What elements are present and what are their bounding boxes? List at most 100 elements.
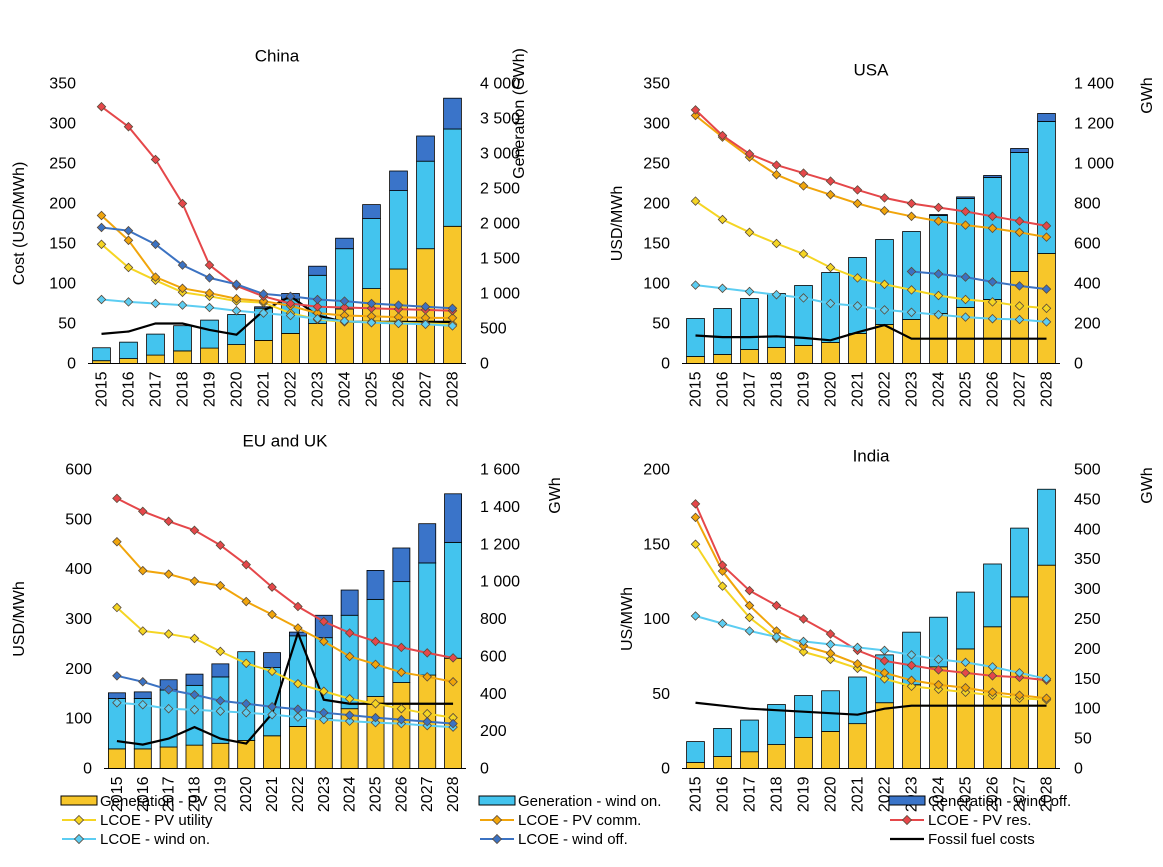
point-lcoe-pv-comm xyxy=(906,211,917,222)
y-tick-label: 300 xyxy=(65,611,92,628)
point-lcoe-wind-off xyxy=(422,716,432,727)
point-lcoe-pv-res xyxy=(177,198,188,209)
bar-gen-wind-on xyxy=(767,293,786,348)
x-tick-label: 2015 xyxy=(688,371,705,407)
y2-tick-label: 300 xyxy=(1074,581,1101,598)
point-lcoe-pv-comm xyxy=(422,672,432,682)
bar-gen-wind-off xyxy=(107,692,126,699)
point-lcoe-pv-res xyxy=(344,628,355,638)
legend-swatch xyxy=(480,814,514,826)
legend-label: LCOE - wind off. xyxy=(518,830,628,848)
point-lcoe-pv-comm xyxy=(879,668,890,678)
point-lcoe-pv-res xyxy=(987,671,998,681)
point-lcoe-wind-on xyxy=(1041,317,1052,327)
point-lcoe-wind-off xyxy=(215,695,226,706)
point-lcoe-wind-on xyxy=(163,703,174,714)
point-lcoe-wind-on xyxy=(189,704,200,715)
x-tick-label: 2024 xyxy=(342,776,359,812)
point-lcoe-pv-comm xyxy=(396,667,407,678)
bar-gen-wind-on xyxy=(173,325,192,352)
point-lcoe-pv-utility xyxy=(879,279,890,290)
point-lcoe-pv-utility xyxy=(241,658,251,669)
legend-label: LCOE - PV res. xyxy=(928,811,1032,829)
bar-gen-wind-on xyxy=(443,128,462,227)
chart-panel: USA USD/MWh GWh 0 50 100 150 200 250 300 350 0 200 40… xyxy=(609,61,1156,408)
bar-gen-pv xyxy=(875,324,894,364)
x-tick-label: 2019 xyxy=(202,371,219,407)
point-lcoe-pv-res xyxy=(96,101,107,112)
point-lcoe-pv-comm xyxy=(987,687,998,698)
x-tick-label: 2022 xyxy=(877,371,894,407)
series-line-lcoe-pv-comm xyxy=(694,114,1047,239)
bar-gen-wind-off xyxy=(416,135,435,162)
point-lcoe-wind-off xyxy=(231,279,242,290)
y2-tick-label: 1 500 xyxy=(480,251,520,268)
point-lcoe-pv-utility xyxy=(744,227,755,238)
point-lcoe-pv-utility xyxy=(1041,303,1052,314)
y2-tick-label: 3 000 xyxy=(480,146,520,163)
point-lcoe-pv-res xyxy=(933,665,944,675)
point-lcoe-pv-comm xyxy=(241,596,251,607)
bar-gen-wind-on xyxy=(767,704,786,745)
bar-gen-wind-on xyxy=(237,651,256,741)
point-lcoe-pv-res xyxy=(366,303,377,314)
point-lcoe-wind-on xyxy=(879,645,890,656)
point-lcoe-pv-comm xyxy=(163,569,174,579)
y2-tick-label: 150 xyxy=(1074,671,1101,688)
point-lcoe-pv-res xyxy=(138,506,148,517)
point-lcoe-wind-off xyxy=(420,301,431,312)
point-lcoe-pv-comm xyxy=(960,220,971,230)
point-lcoe-wind-on xyxy=(960,312,971,322)
point-lcoe-wind-on xyxy=(933,309,944,320)
point-lcoe-pv-comm xyxy=(204,288,215,298)
point-lcoe-wind-on xyxy=(96,294,107,305)
bar-gen-pv xyxy=(263,735,282,769)
y2-tick-label: 2 000 xyxy=(480,216,520,233)
bar-gen-wind-on xyxy=(418,562,437,676)
x-tick-label: 2026 xyxy=(985,776,1002,812)
bar-gen-wind-on xyxy=(92,347,111,362)
point-lcoe-pv-res xyxy=(422,648,432,658)
point-lcoe-pv-utility xyxy=(690,196,701,206)
point-lcoe-pv-comm xyxy=(933,216,944,226)
series-line-lcoe-wind-on xyxy=(695,615,1047,680)
point-lcoe-wind-off xyxy=(366,298,377,309)
point-lcoe-pv-utility xyxy=(825,262,836,273)
x-tick-label: 2015 xyxy=(94,371,111,407)
y2-axis-label: GWh xyxy=(1139,467,1156,503)
legend-item-lcoe-pv-utility: LCOE - PV utility xyxy=(60,811,213,829)
point-lcoe-pv-res xyxy=(1041,221,1052,231)
point-lcoe-pv-res xyxy=(396,642,407,653)
point-lcoe-pv-res xyxy=(150,154,161,165)
y2-tick-label: 400 xyxy=(1074,521,1101,538)
legend-swatch xyxy=(890,814,924,826)
point-lcoe-wind-on xyxy=(150,298,161,309)
x-tick-label: 2016 xyxy=(715,776,732,812)
point-lcoe-wind-on xyxy=(690,280,701,290)
x-tick-label: 2022 xyxy=(283,371,300,407)
bar-gen-pv xyxy=(821,731,840,769)
point-lcoe-wind-on xyxy=(906,650,917,660)
x-tick-label: 2019 xyxy=(796,776,813,812)
y2-tick-label: 400 xyxy=(480,686,507,703)
y-axis-label: USD/MWh xyxy=(609,186,626,262)
series-line-lcoe-pv-utility xyxy=(694,543,1047,701)
point-lcoe-pv-comm xyxy=(138,565,148,576)
point-lcoe-pv-comm xyxy=(293,623,303,633)
point-lcoe-pv-comm xyxy=(717,566,728,576)
chart-title: EU and UK xyxy=(242,432,328,451)
series-line-lcoe-pv-res xyxy=(116,497,454,659)
point-lcoe-pv-res xyxy=(1014,216,1025,226)
chart-title: USA xyxy=(854,61,890,80)
y-tick-label: 50 xyxy=(58,316,76,333)
point-lcoe-pv-res xyxy=(448,653,458,663)
legend-item-gen-wind-off: Generation - wind off. xyxy=(888,792,1071,810)
y2-tick-label: 450 xyxy=(1074,491,1101,508)
point-lcoe-wind-off xyxy=(123,225,134,236)
bar-gen-pv xyxy=(133,748,152,769)
point-lcoe-pv-comm xyxy=(448,677,458,687)
legend-label: Fossil fuel costs xyxy=(928,830,1035,848)
y-tick-label: 150 xyxy=(49,236,76,253)
bar-gen-wind-off xyxy=(1037,113,1056,122)
y2-tick-label: 3 500 xyxy=(480,111,520,128)
